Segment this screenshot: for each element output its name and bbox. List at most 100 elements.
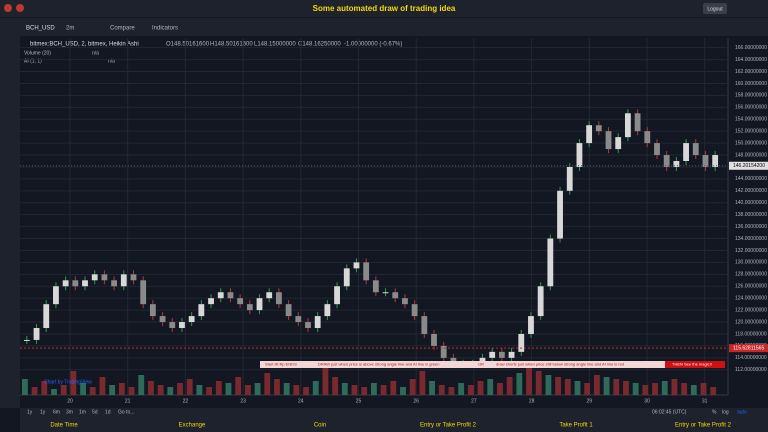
candle (547, 238, 554, 287)
candle (188, 316, 195, 323)
footer-label: Entry or Take Profit 2 (420, 423, 477, 429)
auto-toggle[interactable]: auto (737, 409, 747, 415)
y-tick-label: 112.00000000 (735, 367, 767, 373)
volume-bar (613, 379, 620, 395)
x-tick-label: 25 (356, 398, 362, 404)
range-button[interactable]: 1y (27, 409, 33, 415)
range-button[interactable]: 1m (79, 409, 86, 415)
legend-series: bitmex:BCH_USD, 2, bitmex, Heikin Ashi (30, 42, 139, 48)
candle (363, 262, 370, 281)
volume-bar (109, 385, 116, 395)
candle (198, 304, 205, 317)
y-tick-label: 136.00000000 (735, 224, 767, 230)
volume-bar (371, 383, 377, 395)
legend-close: C148.16250000 (298, 42, 341, 48)
footer-label: Entry or Take Profit 2 (675, 423, 732, 429)
y-tick-label: 154.00000000 (735, 117, 767, 123)
volume-bar (148, 381, 154, 395)
candle (149, 304, 156, 317)
candle (82, 280, 88, 287)
volume-bar (545, 375, 552, 395)
y-tick-label: 156.00000000 (735, 105, 767, 111)
candle (605, 131, 612, 150)
logout-button[interactable] (703, 3, 727, 14)
candle (343, 268, 350, 287)
volume-bar (89, 387, 96, 395)
volume-bar (487, 379, 494, 395)
y-tick-label: 120.00000000 (735, 319, 767, 325)
logout-label[interactable]: Logout (707, 6, 723, 12)
volume-bar (167, 387, 174, 395)
volume-bar (497, 383, 503, 395)
symbol[interactable]: BCH_USD (26, 26, 55, 32)
candle (528, 316, 534, 334)
interval[interactable]: 2m (66, 26, 74, 32)
volume-bar (652, 383, 658, 395)
y-tick-label: 166.00000000 (735, 45, 767, 51)
volume-bar (186, 379, 193, 395)
range-button[interactable]: 3m (66, 409, 73, 415)
candle (431, 333, 437, 346)
volume-bar (264, 373, 271, 395)
y-tick-label: 114.00000000 (735, 355, 767, 361)
range-button[interactable]: Go to... (118, 409, 134, 415)
candle (246, 304, 253, 311)
volume-bar (138, 375, 145, 395)
volume-bar (409, 379, 416, 395)
legend-change: -1.00000000 (-0.67%) (344, 42, 402, 48)
y-tick-label: 148.00000000 (735, 152, 767, 158)
volume-bar (283, 383, 290, 395)
y-tick-label: 162.00000000 (735, 69, 767, 75)
legend-low: L148.15000000 (254, 42, 296, 48)
title: Some automated draw of trading idea (313, 4, 456, 13)
volume-bar (157, 385, 164, 395)
candle (53, 286, 59, 305)
volume-bar (429, 381, 435, 395)
range-button[interactable]: 6m (53, 409, 60, 415)
candle (275, 292, 282, 305)
footer-label: Coin (314, 423, 326, 429)
volume-bar (584, 383, 591, 395)
candle (334, 286, 340, 305)
volume-bar (41, 381, 48, 395)
range-button[interactable]: 1y (40, 409, 46, 415)
volume-bar (467, 385, 474, 395)
y-tick-label: 140.00000000 (735, 200, 767, 206)
volume-bar (332, 377, 339, 395)
candle (537, 286, 544, 317)
indicators[interactable]: Indicators (152, 26, 178, 32)
volume-bar (70, 371, 77, 395)
y-tick-label: 164.00000000 (735, 57, 767, 63)
candle (91, 274, 98, 281)
volume-bar (322, 367, 329, 395)
percent-toggle[interactable]: % (712, 409, 717, 415)
candle (595, 125, 602, 132)
candle (62, 280, 69, 287)
range-button[interactable]: 5d (92, 409, 98, 415)
volume-bar (254, 383, 261, 395)
volume-bar (177, 383, 183, 395)
volume-bar (312, 381, 319, 395)
candle (208, 298, 214, 305)
legend-ai-value: n/a (108, 58, 115, 64)
candle (450, 357, 457, 364)
compare[interactable]: Compare (110, 26, 135, 32)
volume-bar (448, 387, 455, 395)
candle (673, 160, 680, 167)
legend-volume-value: n/a (92, 50, 99, 56)
volume-bar (206, 387, 213, 395)
legend: bitmex:BCH_USD, 2, bitmex, Heikin Ashi O… (24, 42, 402, 65)
legend-open: O148.50161600 (166, 42, 210, 48)
volume-bar (215, 381, 222, 395)
candle (382, 292, 389, 294)
x-tick-label: 26 (413, 398, 419, 404)
candle (586, 125, 593, 144)
range-button[interactable]: 1d (105, 409, 111, 415)
candle (305, 322, 311, 329)
candle (489, 351, 496, 358)
candle (615, 137, 622, 150)
volume-bar (128, 387, 135, 395)
log-toggle[interactable]: log (722, 409, 729, 415)
volume-bar (293, 385, 300, 395)
candle (498, 351, 505, 358)
